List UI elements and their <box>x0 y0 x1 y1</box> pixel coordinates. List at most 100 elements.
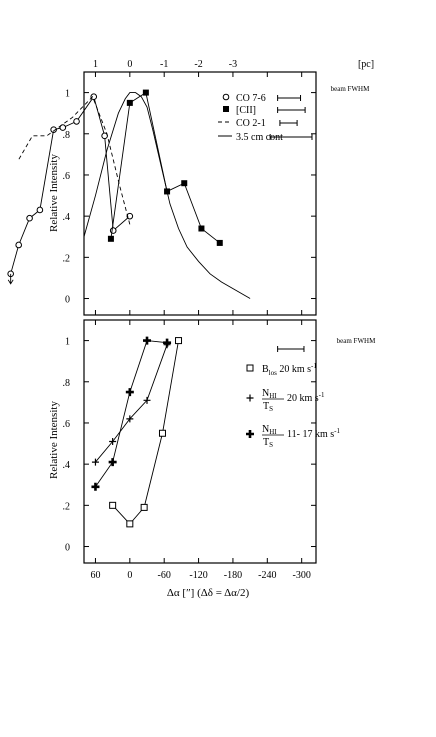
legend-marker-nhi20 <box>246 394 254 402</box>
top-axis-unit: [pc] <box>358 59 374 70</box>
y-tick-label: 1 <box>65 89 70 100</box>
x-tick-label: -180 <box>224 570 242 581</box>
data-point-nhi1117 <box>163 338 172 347</box>
top-axis-tick-label: -1 <box>160 59 168 70</box>
series-line-cont <box>83 92 251 299</box>
data-point-cii <box>216 239 223 246</box>
series-line-co76 <box>10 95 131 274</box>
bottom-panel-ylabel: Relative Intensity <box>48 401 60 479</box>
legend-label-nhi1117: 11- 17 km s-1 <box>287 427 340 440</box>
x-axis-label: Δα [″] (Δδ = Δα/2) <box>167 587 250 599</box>
y-tick-label: 0 <box>65 295 70 306</box>
beam-bar <box>279 120 298 126</box>
data-point-cii <box>126 99 133 106</box>
data-point-blos <box>175 337 183 345</box>
bottom-plot-area: 0 .2 .4 .6 .8 1 60 0 -60 -120 -180 -240 -300 Blos 20 … <box>63 320 340 581</box>
data-point-co76 <box>15 241 22 249</box>
data-point-nhi20 <box>109 438 117 445</box>
legend-label-co76: CO 7-6 <box>236 93 266 104</box>
y-tick-label: .6 <box>63 419 71 430</box>
legend-fraction-denominator: TS <box>263 401 273 413</box>
data-point-cii <box>181 180 188 187</box>
top-panel-ylabel: Relative Intensity <box>48 154 60 232</box>
data-point-co76 <box>73 118 80 125</box>
top-axis-tick-label: -2 <box>194 59 202 70</box>
legend-label-sub: los <box>269 369 277 377</box>
data-point-cii <box>142 89 149 96</box>
legend-fraction-den-sub: S <box>269 405 273 413</box>
legend-fraction-num-sub: HI <box>269 428 277 436</box>
x-tick-label: 60 <box>90 570 100 581</box>
data-point-co76 <box>90 93 98 101</box>
y-tick-label: .6 <box>63 171 71 182</box>
upper-limit-arrow <box>7 273 14 285</box>
bottom-panel-frame <box>83 319 317 564</box>
data-point-co76 <box>109 227 117 234</box>
legend-fraction-denominator: TS <box>263 437 273 449</box>
top-axis-tick-label: 1 <box>93 59 98 70</box>
legend-fraction-num: N <box>262 424 269 435</box>
legend-marker-nhi1117 <box>246 430 254 438</box>
x-tick-label: -240 <box>258 570 276 581</box>
top-plot-area: 0 .2 .4 .6 .8 1 1 0 -1 -2 -3 CO 7-6[CII] CO 2-1 3.5 c… <box>7 59 316 315</box>
data-point-co76 <box>50 126 57 133</box>
top-panel-frame <box>83 71 317 316</box>
legend-label-sup: -1 <box>319 391 325 399</box>
beam-bar <box>277 346 305 352</box>
legend-marker-co76 <box>222 93 230 101</box>
data-point-cii <box>198 225 205 232</box>
data-point-nhi1117 <box>143 336 152 345</box>
x-tick-label: -300 <box>293 570 311 581</box>
legend-fraction-numerator: NHI <box>262 424 277 436</box>
beam-bar <box>277 107 306 113</box>
data-point-blos <box>109 501 117 509</box>
data-point-co76 <box>36 206 44 214</box>
data-point-nhi20 <box>126 415 134 423</box>
series-line-cii <box>110 91 221 244</box>
top-axis-tick-label: 0 <box>127 59 132 70</box>
y-tick-label: .4 <box>63 460 71 471</box>
series-line-nhi1117 <box>95 340 168 488</box>
y-tick-label: 0 <box>65 543 70 554</box>
top-panel: Relative Intensity [pc] beam FWHM 0 .2 .4.… <box>7 59 374 316</box>
x-tick-label: 0 <box>127 570 132 581</box>
legend-marker-cii <box>223 106 229 112</box>
beam-bar <box>269 134 313 140</box>
data-point-blos <box>140 503 148 511</box>
legend-label-nhi20: 20 km s-1 <box>287 391 325 404</box>
legend-label-sup: -1 <box>311 362 317 370</box>
y-tick-label: .4 <box>63 212 71 223</box>
legend-label-blos: Blos 20 km s-1 <box>262 362 317 377</box>
data-point-cii <box>107 235 114 242</box>
data-point-nhi1117 <box>108 458 117 467</box>
beam-title-top: beam FWHM <box>331 85 370 93</box>
data-point-nhi1117 <box>91 482 100 491</box>
legend-label-cii: [CII] <box>236 105 256 116</box>
legend-fraction-num-sub: HI <box>269 392 277 400</box>
y-tick-label: .8 <box>63 130 71 141</box>
top-axis-tick-label: -3 <box>229 59 237 70</box>
data-point-co76 <box>126 212 134 220</box>
legend-label-cont: 3.5 cm cont <box>236 132 283 143</box>
data-point-nhi20 <box>91 458 99 466</box>
x-tick-label: -60 <box>158 570 171 581</box>
legend-marker-blos <box>246 364 254 372</box>
data-point-co76 <box>26 214 33 222</box>
legend-fraction-den: T <box>263 437 269 448</box>
y-tick-label: 1 <box>65 337 70 348</box>
data-point-nhi20 <box>143 396 151 404</box>
y-tick-label: .8 <box>63 378 71 389</box>
x-tick-label: -120 <box>189 570 207 581</box>
data-point-blos <box>158 429 166 437</box>
legend-fraction-den-sub: S <box>269 441 273 449</box>
series-line-co21 <box>17 95 131 225</box>
legend-fraction-num: N <box>262 388 269 399</box>
legend-label-suffix: 20 km s <box>277 364 311 375</box>
data-point-nhi1117 <box>125 388 134 397</box>
series-line-blos <box>112 340 179 525</box>
beam-title-bottom: beam FWHM <box>337 337 376 345</box>
legend-fraction-den: T <box>263 401 269 412</box>
legend-label-sup: -1 <box>334 427 340 435</box>
y-tick-label: .2 <box>63 253 71 264</box>
